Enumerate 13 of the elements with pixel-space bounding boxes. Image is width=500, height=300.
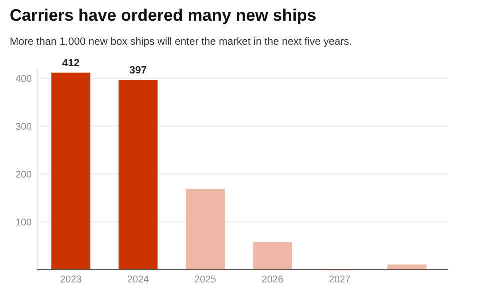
x-tick-label: 2027: [330, 276, 350, 283]
y-tick-label: 200: [16, 171, 32, 178]
x-tick-label: 2023: [60, 276, 82, 283]
y-tick-label: 100: [16, 218, 32, 226]
data-label: 397: [130, 66, 147, 74]
x-tick-label: 2026: [262, 276, 284, 283]
chart-subtitle: More than 1,000 new box ships will enter the market in the next five years.: [10, 37, 352, 48]
x-tick-label: 2025: [195, 276, 216, 283]
y-tick-label: 400: [16, 75, 32, 82]
y-tick-label: 300: [16, 123, 32, 130]
x-tick-label: 2024: [128, 276, 149, 283]
chart-title: Carriers have ordered many new ships: [10, 8, 316, 24]
data-label: 412: [62, 59, 80, 66]
